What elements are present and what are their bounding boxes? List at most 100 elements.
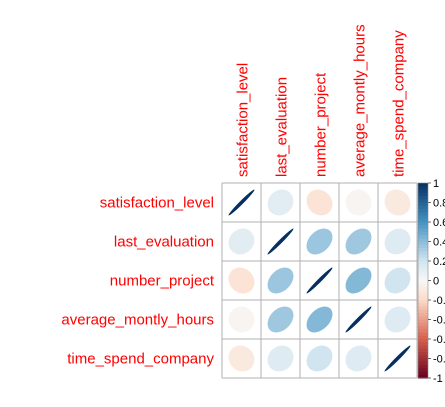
colorbar-segment bbox=[418, 368, 428, 373]
colorbar-segment bbox=[418, 186, 428, 191]
colorbar-tick-label: -0.4 bbox=[433, 315, 445, 327]
corr-ellipse-time_spend_company-average_montly_hours bbox=[345, 345, 372, 372]
colorbar-tick-label: -1 bbox=[433, 373, 443, 385]
corr-ellipse-time_spend_company-time_spend_company bbox=[384, 345, 411, 372]
colorbar-segment bbox=[418, 228, 428, 233]
colorbar-segment bbox=[418, 313, 428, 317]
corr-ellipse-average_montly_hours-number_project bbox=[306, 306, 333, 333]
colorbar-segment bbox=[418, 196, 428, 200]
colorbar-segment bbox=[418, 319, 428, 324]
colorbar-segment bbox=[418, 274, 428, 278]
colorbar-segment bbox=[418, 205, 428, 210]
colorbar-segment bbox=[418, 264, 428, 269]
colorbar-tick-label: 0 bbox=[433, 276, 439, 288]
colorbar-segment bbox=[418, 225, 428, 230]
colorbar-segment bbox=[418, 339, 428, 343]
colorbar-segment bbox=[418, 280, 428, 285]
corr-ellipse-number_project-time_spend_company bbox=[384, 267, 411, 294]
colorbar-segment bbox=[418, 326, 428, 330]
corr-ellipse-number_project-average_montly_hours bbox=[345, 267, 372, 294]
colorbar-segment bbox=[418, 374, 428, 379]
colorbar-segment bbox=[418, 352, 428, 356]
colorbar-segment bbox=[418, 202, 428, 207]
col-label-time_spend_company: time_spend_company bbox=[391, 30, 408, 177]
colorbar-segment bbox=[418, 209, 428, 213]
colorbar-segment bbox=[418, 192, 428, 197]
col-label-number_project: number_project bbox=[313, 72, 330, 177]
col-label-satisfaction_level: satisfaction_level bbox=[235, 63, 252, 177]
colorbar-segment bbox=[418, 316, 428, 321]
matrix-grid bbox=[221, 182, 418, 379]
colorbar-segment bbox=[418, 222, 428, 226]
colorbar-segment bbox=[418, 355, 428, 360]
corr-ellipse-satisfaction_level-average_montly_hours bbox=[345, 189, 372, 216]
column-labels: satisfaction_level last_evaluation number_… bbox=[235, 24, 408, 177]
colorbar-segment bbox=[418, 267, 428, 272]
col-label-last_evaluation: last_evaluation bbox=[274, 77, 291, 177]
colorbar-segment bbox=[418, 365, 428, 369]
colorbar-tick-label: 0.6 bbox=[433, 217, 445, 229]
colorbar-segment bbox=[418, 215, 428, 220]
colorbar-segment bbox=[418, 361, 428, 366]
colorbar-segment bbox=[418, 218, 428, 223]
colorbar-segment bbox=[418, 212, 428, 217]
colorbar-tick-label: 1 bbox=[433, 178, 439, 190]
corr-ellipse-average_montly_hours-last_evaluation bbox=[267, 306, 294, 333]
colorbar-segment bbox=[418, 231, 428, 236]
row-label-number_project: number_project bbox=[110, 273, 215, 290]
row-labels: satisfaction_level last_evaluation number_… bbox=[61, 195, 214, 368]
colorbar-segment bbox=[418, 189, 428, 194]
corr-ellipse-time_spend_company-number_project bbox=[306, 345, 333, 372]
colorbar-segment bbox=[418, 199, 428, 204]
colorbar-segment bbox=[418, 251, 428, 256]
colorbar-tick-label: 0.8 bbox=[433, 198, 445, 210]
colorbar-tick-label: -0.8 bbox=[433, 354, 445, 366]
colorbar: 1 0.8 0.6 0.4 0.2 0 -0.2 -0.4 -0.6 -0.8 -1 bbox=[417, 178, 445, 385]
row-label-last_evaluation: last_evaluation bbox=[114, 234, 214, 251]
colorbar-segment bbox=[418, 235, 428, 239]
colorbar-segment bbox=[418, 287, 428, 291]
colorbar-segment bbox=[418, 241, 428, 246]
col-label-average_montly_hours: average_montly_hours bbox=[352, 24, 369, 177]
colorbar-segment bbox=[418, 306, 428, 311]
colorbar-segment bbox=[418, 261, 428, 265]
corr-ellipse-average_montly_hours-time_spend_company bbox=[384, 306, 411, 333]
colorbar-tick-label: 0.2 bbox=[433, 256, 445, 268]
colorbar-segment bbox=[418, 371, 428, 376]
colorbar-segment bbox=[418, 335, 428, 340]
colorbar-segment bbox=[418, 309, 428, 314]
colorbar-tick-label: 0.4 bbox=[433, 237, 445, 249]
corr-ellipse-satisfaction_level-number_project bbox=[306, 189, 333, 216]
colorbar-segment bbox=[418, 270, 428, 275]
colorbar-segment bbox=[418, 358, 428, 363]
colorbar-tick-label: -0.2 bbox=[433, 295, 445, 307]
colorbar-segment bbox=[418, 300, 428, 304]
colorbar-segment bbox=[418, 238, 428, 243]
corr-ellipse-satisfaction_level-last_evaluation bbox=[267, 189, 294, 216]
colorbar-segment bbox=[418, 303, 428, 308]
colorbar-segment bbox=[418, 248, 428, 252]
colorbar-segment bbox=[418, 183, 428, 187]
colorbar-segment bbox=[418, 244, 428, 249]
colorbar-segment bbox=[418, 254, 428, 259]
corr-ellipse-number_project-satisfaction_level bbox=[228, 267, 255, 294]
colorbar-segment bbox=[418, 342, 428, 347]
corr-ellipse-last_evaluation-satisfaction_level bbox=[228, 228, 255, 255]
row-label-satisfaction_level: satisfaction_level bbox=[100, 195, 214, 212]
colorbar-segment bbox=[418, 296, 428, 301]
colorbar-segment bbox=[418, 332, 428, 337]
corr-ellipse-satisfaction_level-satisfaction_level bbox=[228, 189, 255, 216]
colorbar-segment bbox=[418, 348, 428, 353]
corr-ellipse-last_evaluation-number_project bbox=[306, 228, 333, 255]
corr-ellipse-time_spend_company-last_evaluation bbox=[267, 345, 294, 372]
colorbar-segment bbox=[418, 322, 428, 327]
colorbar-tick-label: -0.6 bbox=[433, 334, 445, 346]
colorbar-segment bbox=[418, 257, 428, 262]
corr-ellipse-last_evaluation-average_montly_hours bbox=[345, 228, 372, 255]
corr-ellipse-number_project-last_evaluation bbox=[267, 267, 294, 294]
colorbar-segment bbox=[418, 290, 428, 295]
corr-ellipse-average_montly_hours-satisfaction_level bbox=[228, 306, 255, 333]
corr-ellipse-last_evaluation-last_evaluation bbox=[267, 228, 294, 255]
colorbar-segment bbox=[418, 293, 428, 298]
